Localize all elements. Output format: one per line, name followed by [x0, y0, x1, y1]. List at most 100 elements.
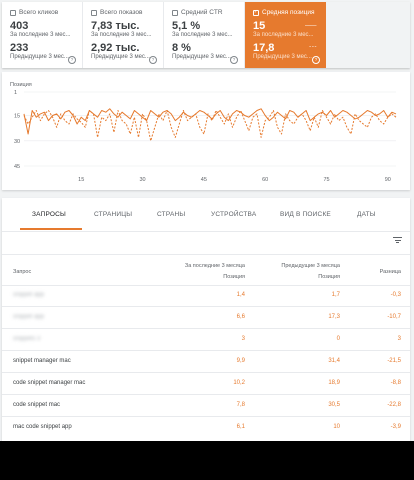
position-difference: -0,3 — [390, 292, 401, 298]
help-icon[interactable]: ? — [312, 56, 320, 64]
last-position: 1,4 — [236, 292, 245, 298]
checkbox-icon[interactable] — [10, 9, 16, 16]
x-tick-label: 45 — [201, 177, 207, 183]
x-tick-label: 30 — [139, 177, 145, 183]
metric-period: За последние 3 мес... — [253, 32, 314, 38]
x-tick-label: 75 — [323, 177, 329, 183]
column-prev-period[interactable]: Предыдущие 3 месяца — [281, 263, 340, 269]
metric-prev-label: Предыдущие 3 мес... — [91, 54, 150, 60]
query-text: snippets 3 — [13, 336, 41, 342]
dashed-line-legend-icon: - - - — [309, 44, 316, 50]
query-text: code snippet mac — [13, 402, 61, 408]
last-position: 7,8 — [236, 402, 245, 408]
solid-line-legend-icon: —— — [305, 23, 317, 29]
table-row[interactable]: mac code snippet app 6,1 10 -3,9 — [2, 417, 410, 438]
position-difference: -21,5 — [387, 358, 401, 364]
column-last-period[interactable]: За последние 3 месяца — [184, 263, 245, 269]
x-tick-label: 60 — [262, 177, 268, 183]
last-position: 6,1 — [236, 424, 245, 430]
tab-devices[interactable]: УСТРОЙСТВА — [211, 211, 257, 218]
metric-prev-value: 233 — [10, 42, 29, 54]
prev-position: 17,3 — [328, 314, 340, 320]
metric-label: Всего показов — [100, 9, 143, 16]
metric-prev-label: Предыдущие 3 мес... — [172, 54, 231, 60]
position-difference: -22,8 — [387, 402, 401, 408]
metric-prev-value: 17,8 — [253, 42, 275, 54]
tab-pages[interactable]: СТРАНИЦЫ — [94, 211, 133, 218]
previous-period-line — [23, 110, 397, 142]
tab-search-appearance[interactable]: ВИД В ПОИСКЕ — [280, 211, 331, 218]
last-position: 6,6 — [236, 314, 245, 320]
metric-card-ctr[interactable]: Средний CTR 5,1 % За последние 3 мес... … — [164, 2, 245, 68]
prev-position: 1,7 — [331, 292, 340, 298]
y-tick-label: 15 — [14, 114, 20, 120]
column-prev-position[interactable]: Позиция — [318, 274, 340, 280]
metric-period: За последние 3 мес... — [10, 32, 71, 38]
column-last-position[interactable]: Позиция — [223, 274, 245, 280]
last-position: 9,9 — [236, 358, 245, 364]
position-difference: 3 — [397, 336, 401, 342]
position-chart: Позиция 1 15 30 45 15 30 45 60 75 90 — [2, 72, 410, 190]
query-text: snippet app — [13, 314, 45, 320]
help-icon[interactable]: ? — [230, 56, 238, 64]
checkbox-checked-icon[interactable]: ✓ — [253, 9, 259, 16]
table-row[interactable]: snippets 3 3 0 3 — [2, 329, 410, 351]
metric-value: 403 — [10, 20, 29, 32]
metric-label: Средний CTR — [181, 9, 223, 16]
query-text: snippet app — [13, 292, 45, 298]
filter-icon[interactable] — [393, 237, 402, 243]
last-position: 3 — [241, 336, 245, 342]
search-console-performance: Всего кликов 403 За последние 3 мес... 2… — [2, 2, 410, 441]
metric-label: Средняя позиция — [262, 9, 315, 16]
metric-card-position[interactable]: ✓ Средняя позиция 15 —— За последние 3 ме… — [245, 2, 326, 68]
x-tick-label: 15 — [78, 177, 84, 183]
position-difference: -8,8 — [390, 380, 401, 386]
table-row[interactable]: snippet app 1,4 1,7 -0,3 — [2, 285, 410, 307]
metric-prev-value: 2,92 тыс. — [91, 42, 140, 54]
checkbox-icon[interactable] — [91, 9, 97, 16]
y-axis-label: Позиция — [10, 82, 32, 88]
help-icon[interactable]: ? — [68, 56, 76, 64]
metric-period: За последние 3 мес... — [91, 32, 152, 38]
help-icon[interactable]: ? — [149, 56, 157, 64]
line-chart: Позиция 1 15 30 45 15 30 45 60 75 90 — [10, 82, 397, 183]
y-tick-label: 45 — [14, 164, 20, 170]
position-difference: -10,7 — [387, 314, 401, 320]
metric-cards: Всего кликов 403 За последние 3 мес... 2… — [2, 2, 410, 68]
position-difference: -3,9 — [390, 424, 401, 430]
x-tick-label: 90 — [385, 177, 391, 183]
query-text: snippet manager mac — [13, 358, 71, 364]
table-row[interactable]: snippet manager mac 9,9 31,4 -21,5 — [2, 351, 410, 373]
prev-position: 10 — [333, 424, 340, 430]
prev-position: 31,4 — [328, 358, 340, 364]
prev-position: 30,5 — [328, 402, 340, 408]
table-header: Запрос За последние 3 месяца Позиция Пре… — [2, 254, 410, 286]
active-tab-indicator — [20, 228, 82, 230]
metric-label: Всего кликов — [19, 9, 59, 16]
metric-value: 15 — [253, 20, 266, 32]
query-text: mac code snippet app — [13, 424, 72, 430]
metric-period: За последние 3 мес... — [172, 32, 233, 38]
table-row[interactable]: code snippet manager mac 10,2 18,9 -8,8 — [2, 373, 410, 395]
last-position: 10,2 — [233, 380, 245, 386]
metric-prev-value: 8 % — [172, 42, 191, 54]
metric-value: 7,83 тыс. — [91, 20, 140, 32]
prev-position: 18,9 — [328, 380, 340, 386]
metric-prev-label: Предыдущие 3 мес... — [10, 54, 69, 60]
tab-queries[interactable]: ЗАПРОСЫ — [32, 211, 66, 218]
column-query[interactable]: Запрос — [13, 269, 32, 275]
metric-value: 5,1 % — [172, 20, 201, 32]
dimension-tabs: ЗАПРОСЫ СТРАНИЦЫ СТРАНЫ УСТРОЙСТВА ВИД В… — [2, 198, 410, 232]
y-tick-label: 1 — [14, 90, 17, 96]
metric-prev-label: Предыдущие 3 мес... — [253, 54, 312, 60]
table-row[interactable]: snippet app 6,6 17,3 -10,7 — [2, 307, 410, 329]
checkbox-icon[interactable] — [172, 9, 178, 16]
tab-dates[interactable]: ДАТЫ — [357, 211, 376, 218]
prev-position: 0 — [336, 336, 340, 342]
metric-card-impressions[interactable]: Всего показов 7,83 тыс. За последние 3 м… — [83, 2, 164, 68]
column-difference[interactable]: Разница — [379, 269, 401, 275]
query-text: code snippet manager mac — [13, 380, 86, 386]
tab-countries[interactable]: СТРАНЫ — [157, 211, 186, 218]
metric-card-clicks[interactable]: Всего кликов 403 За последние 3 мес... 2… — [2, 2, 83, 68]
table-row[interactable]: code snippet mac 7,8 30,5 -22,8 — [2, 395, 410, 417]
